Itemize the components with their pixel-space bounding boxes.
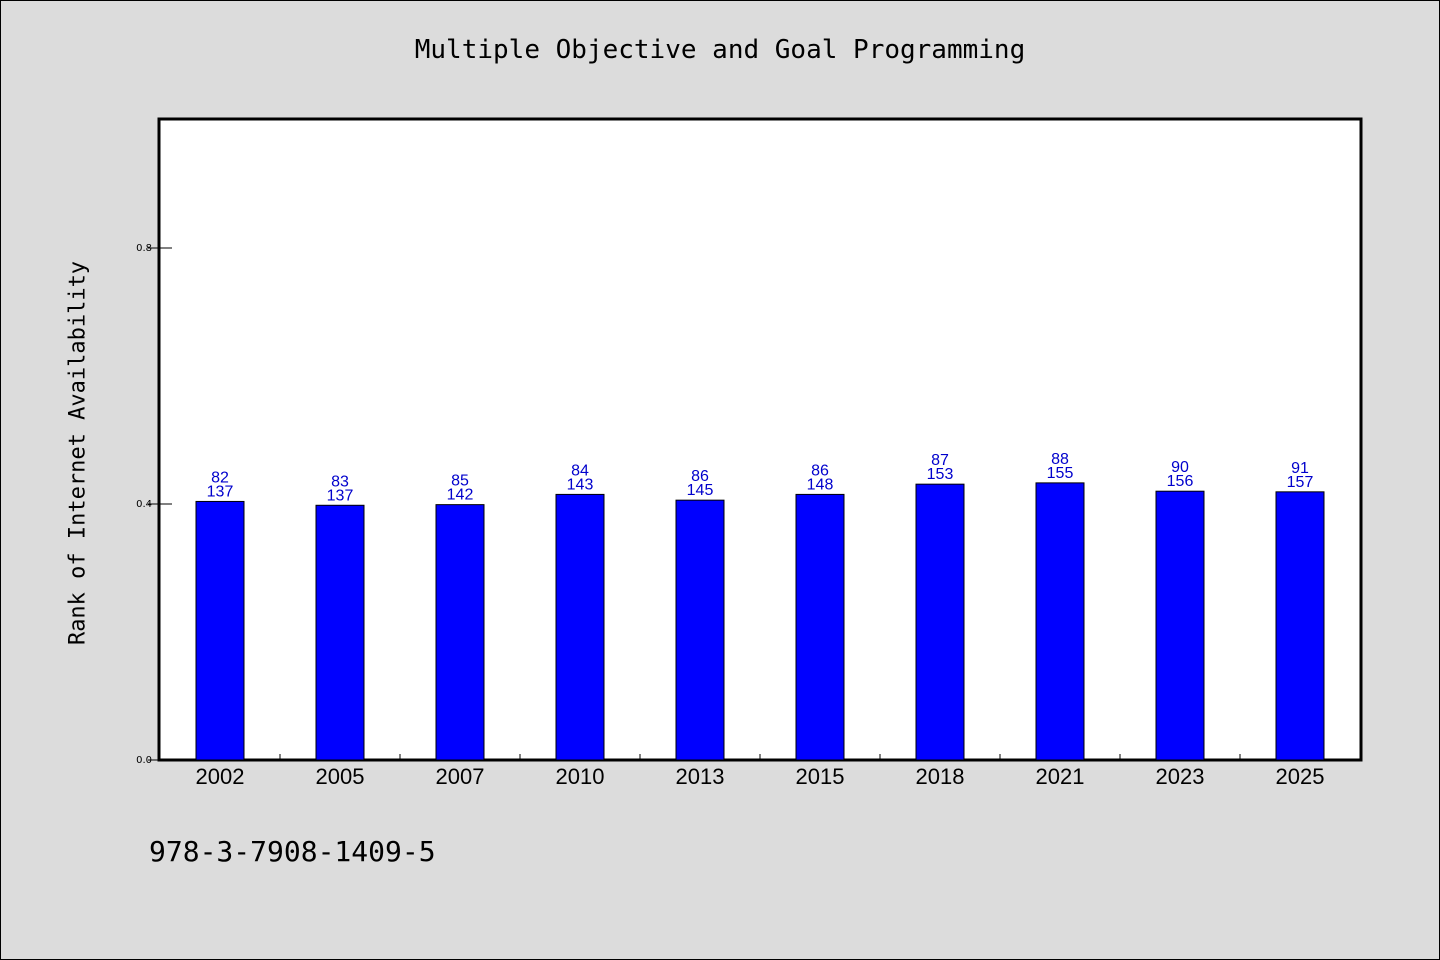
data-label-bottom: 145 bbox=[687, 482, 714, 499]
data-label-bottom: 155 bbox=[1047, 465, 1074, 482]
data-label-top: 87 bbox=[931, 452, 949, 469]
bars-layer bbox=[195, 482, 1325, 761]
data-label-bottom: 148 bbox=[807, 476, 834, 493]
axes-layer: 0.0 0.4 0.8 bbox=[136, 243, 1241, 766]
data-label-bottom: 137 bbox=[207, 483, 234, 500]
data-label-top: 83 bbox=[331, 473, 349, 490]
x-tick-label: 2015 bbox=[796, 764, 845, 789]
x-tick-label: 2002 bbox=[196, 764, 245, 789]
bar bbox=[195, 500, 245, 761]
chart-title: Multiple Objective and Goal Programming bbox=[414, 35, 1026, 65]
x-tick-label: 2005 bbox=[316, 764, 365, 789]
data-label-top: 86 bbox=[811, 462, 829, 479]
data-label-bottom: 156 bbox=[1167, 473, 1194, 490]
data-label-bottom: 137 bbox=[327, 487, 354, 504]
x-tick-label: 2025 bbox=[1276, 764, 1325, 789]
x-tick-label: 2023 bbox=[1156, 764, 1205, 789]
bar bbox=[675, 499, 725, 761]
bar bbox=[1275, 491, 1325, 761]
bar bbox=[1155, 490, 1205, 761]
data-label-top: 82 bbox=[211, 469, 229, 486]
data-label-bottom: 142 bbox=[447, 487, 474, 504]
data-label-top: 91 bbox=[1291, 460, 1309, 477]
data-label-top: 90 bbox=[1171, 459, 1189, 476]
bar bbox=[1035, 482, 1085, 761]
x-tick-label: 2007 bbox=[436, 764, 485, 789]
bar bbox=[915, 483, 965, 761]
data-label-bottom: 157 bbox=[1287, 474, 1314, 491]
data-label-top: 85 bbox=[451, 473, 469, 490]
data-label-top: 88 bbox=[1051, 451, 1069, 468]
isbn-text: 978-3-7908-1409-5 bbox=[149, 835, 436, 868]
data-label-top: 86 bbox=[691, 468, 709, 485]
x-tick-label: 2013 bbox=[676, 764, 725, 789]
bar bbox=[315, 504, 365, 761]
bar bbox=[555, 493, 605, 761]
data-label-bottom: 143 bbox=[567, 476, 594, 493]
x-tick-label: 2018 bbox=[916, 764, 965, 789]
x-tick-label: 2021 bbox=[1036, 764, 1085, 789]
y-tick-label: 0.8 bbox=[136, 243, 152, 254]
y-tick-label: 0.4 bbox=[136, 499, 152, 510]
y-tick-label: 0.0 bbox=[136, 755, 152, 766]
labels-layer: 2002137822005137832007142852010143842013… bbox=[196, 451, 1325, 789]
data-label-top: 84 bbox=[571, 462, 589, 479]
x-tick-label: 2010 bbox=[556, 764, 605, 789]
bar bbox=[795, 493, 845, 761]
data-label-bottom: 153 bbox=[927, 466, 954, 483]
bar bbox=[435, 504, 485, 761]
